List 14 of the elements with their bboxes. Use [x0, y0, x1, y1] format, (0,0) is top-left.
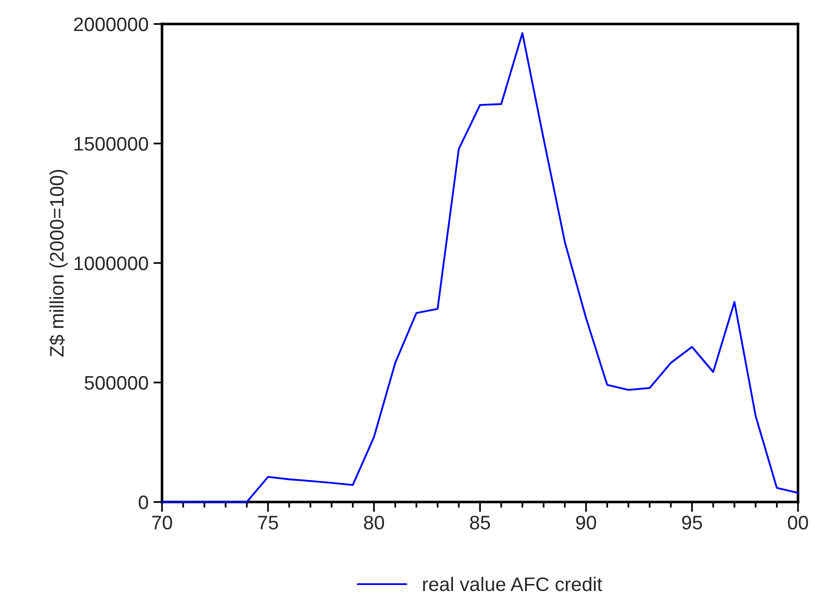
x-tick-label: 85: [470, 516, 490, 530]
x-tick-label: 75: [258, 516, 278, 530]
x-tick-label: 90: [576, 516, 596, 530]
legend-label: real value AFC credit: [423, 576, 602, 592]
x-tick-label: 70: [152, 516, 172, 530]
x-tick-label: 80: [364, 516, 384, 530]
x-tick-label: 95: [682, 516, 702, 530]
y-tick-label: 2000000: [74, 17, 148, 32]
x-tick-label: 00: [788, 516, 808, 530]
y-axis-title: Z$ million (2000=100): [49, 170, 68, 357]
y-tick-label: 1500000: [74, 136, 148, 151]
y-tick-label: 0: [138, 495, 148, 510]
y-tick-label: 500000: [84, 376, 148, 390]
y-tick-label: 1000000: [74, 256, 148, 270]
